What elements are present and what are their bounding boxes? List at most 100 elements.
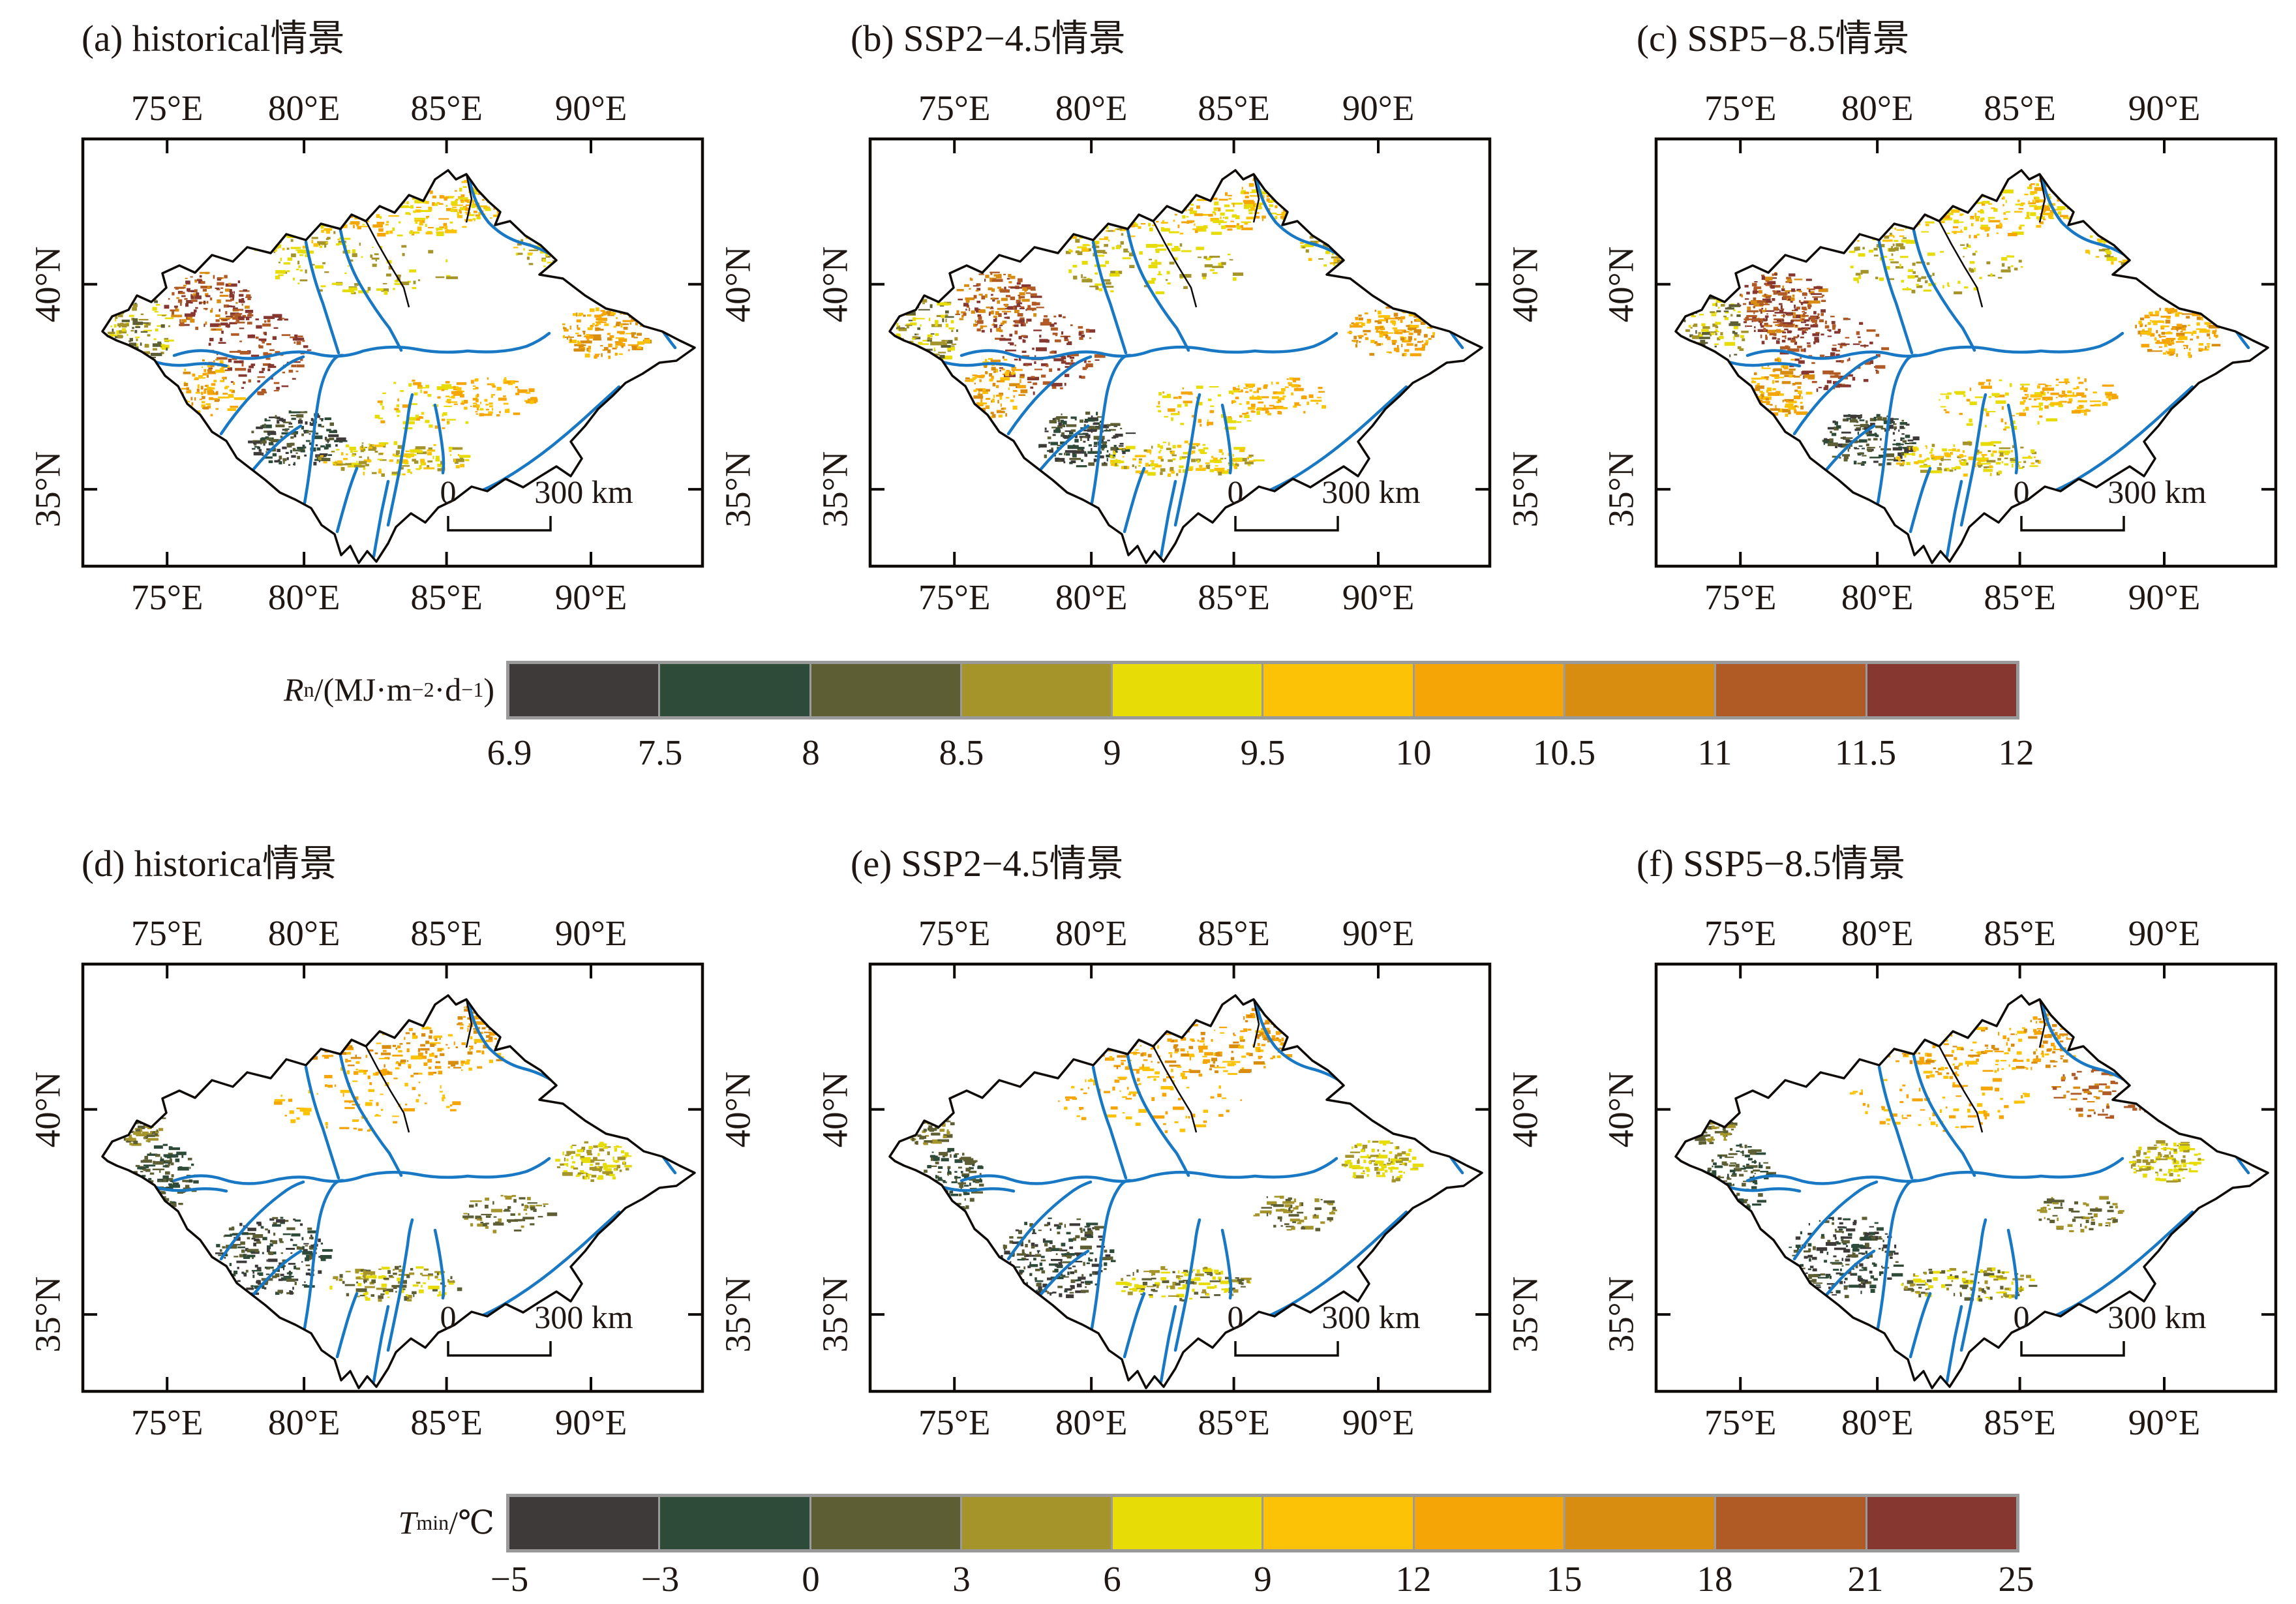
y-axis-label-right: 40°N xyxy=(2291,1071,2296,1148)
y-axis-label-left: 35°N xyxy=(815,451,855,528)
raster-speckles xyxy=(896,172,1442,477)
colorbar-segment-2 xyxy=(658,1497,809,1549)
x-axis-label-top: 85°E xyxy=(1984,88,2056,128)
y-axis-label-right: 40°N xyxy=(1505,1071,1545,1148)
panel-title: (e) SSP2−4.5情景 xyxy=(851,843,1124,885)
x-axis-label-top: 75°E xyxy=(1704,913,1777,953)
colorbar-segment-5 xyxy=(1111,664,1262,716)
x-axis-label-top: 90°E xyxy=(554,88,627,128)
scale-bar-zero: 0 xyxy=(1228,474,1244,510)
map-body: 0 300 km xyxy=(1654,962,2278,1393)
colorbar-segment-9 xyxy=(1714,1497,1865,1549)
map-canvas: 0 300 km xyxy=(81,137,704,568)
rn-unit-part: /(MJ·m xyxy=(314,671,412,708)
map-canvas: 0 300 km xyxy=(1654,137,2278,568)
basin-outline xyxy=(1674,994,2269,1389)
x-axis-label-bot: 75°E xyxy=(918,577,991,617)
y-axis-label-right: 40°N xyxy=(2291,246,2296,323)
scale-bar: 0 300 km xyxy=(2014,1299,2207,1357)
x-axis-label-top: 90°E xyxy=(554,913,627,953)
colorbar-tick-label: 6 xyxy=(1103,1559,1121,1599)
x-axis-label-bot: 75°E xyxy=(1704,1402,1777,1442)
y-axis-label-right: 35°N xyxy=(2291,1276,2296,1353)
x-axis-label-bot: 85°E xyxy=(410,1402,483,1442)
raster-speckles xyxy=(108,1000,632,1302)
colorbar-segment-4 xyxy=(959,1497,1111,1549)
sub-basin-divides xyxy=(1152,174,1260,308)
map-panel-a: (a) historical情景 0 300 km 75°E 75°E 80°E 80°… xyxy=(28,19,758,616)
map-canvas: 0 300 km xyxy=(1654,962,2278,1393)
x-axis-label-bot: 90°E xyxy=(554,1402,627,1442)
map-panel-e: (e) SSP2−4.5情景 0 300 km 75°E 75°E 80°E 80°E 8… xyxy=(815,844,1545,1442)
tmin-symbol: T xyxy=(398,1504,417,1541)
map-panel-b: (b) SSP2−4.5情景 0 300 km 75°E 75°E 80°E 80°E 8… xyxy=(815,19,1545,616)
map-frame xyxy=(81,137,704,568)
colorbar-tick-label: 3 xyxy=(952,1559,971,1599)
map-body: 0 300 km xyxy=(81,137,704,568)
x-axis-label-top: 85°E xyxy=(1984,913,2056,953)
colorbar-segment-1 xyxy=(509,1497,659,1549)
y-axis-label-left: 40°N xyxy=(1601,246,1641,323)
colorbar-tick-label: 25 xyxy=(1998,1559,2034,1599)
rn-symbol: R xyxy=(284,671,304,708)
colorbar-tick-label: 9 xyxy=(1103,733,1121,772)
x-axis-label-top: 80°E xyxy=(267,913,340,953)
colorbar-segment-5 xyxy=(1111,1497,1262,1549)
map-frame-ticks xyxy=(1656,964,2276,1391)
colorbar-segment-10 xyxy=(1865,664,2016,716)
colorbar-tick-label: 0 xyxy=(802,1559,820,1599)
colorbar-tick-label: 11 xyxy=(1697,733,1732,772)
colorbar-tick-label: 9 xyxy=(1254,1559,1272,1599)
panel-title: (a) historical情景 xyxy=(82,18,345,59)
x-axis-label-bot: 75°E xyxy=(918,1402,991,1442)
raster-speckles xyxy=(1681,171,2221,477)
scale-bar-distance: 300 km xyxy=(2107,474,2207,510)
y-axis-label-right: 40°N xyxy=(1505,246,1545,323)
x-axis-label-bot: 85°E xyxy=(1984,577,2056,617)
map-frame-ticks xyxy=(83,139,702,566)
x-axis-label-bot: 85°E xyxy=(410,577,483,617)
x-axis-label-top: 75°E xyxy=(918,913,991,953)
raster-speckles xyxy=(896,999,1424,1302)
colorbar-segment-6 xyxy=(1261,1497,1413,1549)
colorbar-tick-label: 8 xyxy=(802,733,820,772)
tmin-unit-part: /℃ xyxy=(449,1504,494,1541)
y-axis-label-left: 35°N xyxy=(27,1276,68,1353)
x-axis-label-bot: 80°E xyxy=(1841,1402,1914,1442)
colorbar-tmin xyxy=(506,1494,2019,1552)
panel-title: (d) historica情景 xyxy=(82,843,337,885)
x-axis-label-top: 80°E xyxy=(1055,913,1128,953)
basin-outline xyxy=(888,169,1483,564)
y-axis-label-right: 40°N xyxy=(718,246,758,323)
rn-unit-part: ) xyxy=(483,671,494,708)
scale-bar-distance: 300 km xyxy=(534,1299,633,1335)
x-axis-label-bot: 75°E xyxy=(1704,577,1777,617)
y-axis-label-right: 35°N xyxy=(2291,451,2296,528)
colorbar-segment-1 xyxy=(509,664,659,716)
colorbar-segment-2 xyxy=(658,664,809,716)
colorbar-segment-10 xyxy=(1865,1497,2016,1549)
raster-speckles xyxy=(1683,999,2205,1302)
y-axis-label-left: 40°N xyxy=(27,1071,68,1148)
x-axis-label-top: 90°E xyxy=(2128,88,2201,128)
colorbar-tick-label: 15 xyxy=(1546,1559,1582,1599)
map-frame-ticks xyxy=(1656,139,2276,566)
map-frame-ticks xyxy=(870,139,1490,566)
y-axis-label-right: 35°N xyxy=(1505,451,1545,528)
x-axis-label-bot: 75°E xyxy=(130,1402,204,1442)
scale-bar-distance: 300 km xyxy=(1322,1299,1421,1335)
colorbar-segment-8 xyxy=(1563,1497,1715,1549)
map-body: 0 300 km xyxy=(1654,137,2278,568)
y-axis-label-right: 40°N xyxy=(718,1071,758,1148)
y-axis-label-left: 35°N xyxy=(815,1276,855,1353)
map-body: 0 300 km xyxy=(868,137,1492,568)
x-axis-label-top: 75°E xyxy=(130,88,204,128)
scale-bar-distance: 300 km xyxy=(2107,1299,2207,1335)
map-frame xyxy=(1654,137,2278,568)
map-canvas: 0 300 km xyxy=(81,962,704,1393)
y-axis-label-left: 35°N xyxy=(1601,451,1641,528)
y-axis-label-left: 40°N xyxy=(1601,1071,1641,1148)
x-axis-label-top: 90°E xyxy=(2128,913,2201,953)
